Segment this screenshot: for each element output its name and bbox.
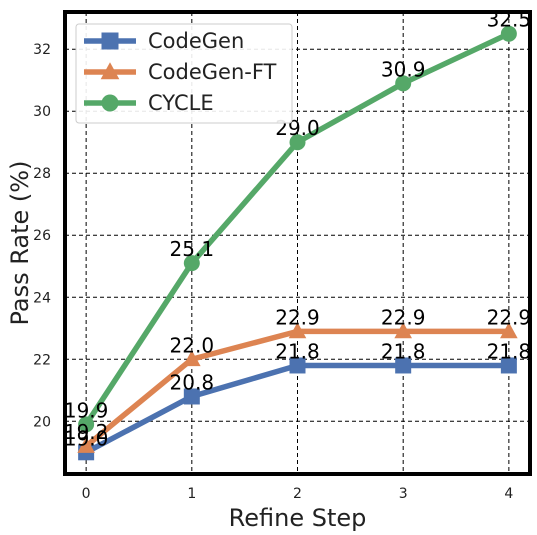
legend: CodeGen CodeGen-FT CYCLE bbox=[75, 23, 293, 124]
y-tick-label: 30 bbox=[33, 104, 51, 120]
data-label: 21.8 bbox=[487, 339, 532, 363]
data-label: 22.9 bbox=[487, 305, 532, 329]
data-point bbox=[183, 350, 201, 367]
legend-label: CodeGen bbox=[148, 29, 244, 53]
y-tick-label: 32 bbox=[33, 42, 51, 58]
data-label: 22.9 bbox=[275, 305, 320, 329]
data-label: 22.0 bbox=[170, 333, 215, 357]
y-tick-label: 22 bbox=[33, 352, 51, 368]
data-label: 25.1 bbox=[170, 237, 215, 261]
data-point bbox=[289, 357, 306, 374]
data-label: 19.9 bbox=[64, 398, 109, 422]
x-axis-label: Refine Step bbox=[229, 504, 367, 532]
plot-frame bbox=[63, 10, 532, 476]
data-label: 19.2 bbox=[64, 420, 109, 444]
data-point bbox=[288, 322, 307, 339]
legend-label: CYCLE bbox=[148, 91, 214, 115]
legend-item-cycle: CYCLE bbox=[84, 91, 214, 115]
x-tick-label: 2 bbox=[293, 486, 302, 502]
x-tick-label: 3 bbox=[399, 486, 408, 502]
y-tick-label: 26 bbox=[33, 228, 51, 244]
data-label: 19.0 bbox=[64, 426, 109, 450]
data-point bbox=[183, 255, 200, 272]
data-label: 22.9 bbox=[381, 305, 426, 329]
data-point bbox=[500, 322, 518, 339]
series-layer bbox=[77, 25, 518, 461]
y-tick-label: 20 bbox=[33, 414, 51, 430]
data-label: 30.9 bbox=[381, 57, 426, 81]
legend-marker bbox=[101, 32, 119, 50]
data-label: 21.8 bbox=[275, 339, 320, 363]
data-point bbox=[500, 357, 517, 374]
data-label: 21.8 bbox=[381, 339, 426, 363]
data-point bbox=[395, 357, 412, 374]
x-tick-label: 0 bbox=[82, 486, 91, 502]
data-point bbox=[78, 416, 95, 433]
data-point bbox=[77, 436, 95, 453]
legend-box bbox=[75, 23, 293, 124]
legend-item-codegen: CodeGen bbox=[84, 29, 244, 53]
y-tick-label: 28 bbox=[33, 166, 51, 182]
data-point bbox=[500, 25, 517, 42]
y-tick-label: 24 bbox=[33, 290, 51, 306]
legend-label: CodeGen-FT bbox=[148, 60, 277, 84]
y-axis-label: Pass Rate (%) bbox=[6, 161, 34, 326]
legend-item-codegen-ft: CodeGen-FT bbox=[84, 60, 277, 84]
x-tick-label: 4 bbox=[504, 486, 513, 502]
data-labels: 19.0 20.8 21.8 21.8 21.8 19.2 22.0 22.9 22.9 22.9… bbox=[64, 8, 531, 451]
series-codegen-ft bbox=[77, 322, 518, 453]
tick-labels: 0 1 2 3 4 20 22 24 26 28 30 32 bbox=[33, 42, 513, 502]
legend-marker bbox=[100, 62, 120, 80]
x-tick-label: 1 bbox=[187, 486, 196, 502]
data-point bbox=[394, 322, 412, 339]
series-cycle bbox=[78, 25, 517, 433]
data-label: 20.8 bbox=[170, 370, 215, 394]
series-codegen bbox=[78, 357, 517, 461]
legend-marker bbox=[101, 94, 119, 112]
data-point bbox=[183, 388, 200, 405]
data-point bbox=[289, 134, 306, 151]
data-point bbox=[395, 75, 412, 92]
